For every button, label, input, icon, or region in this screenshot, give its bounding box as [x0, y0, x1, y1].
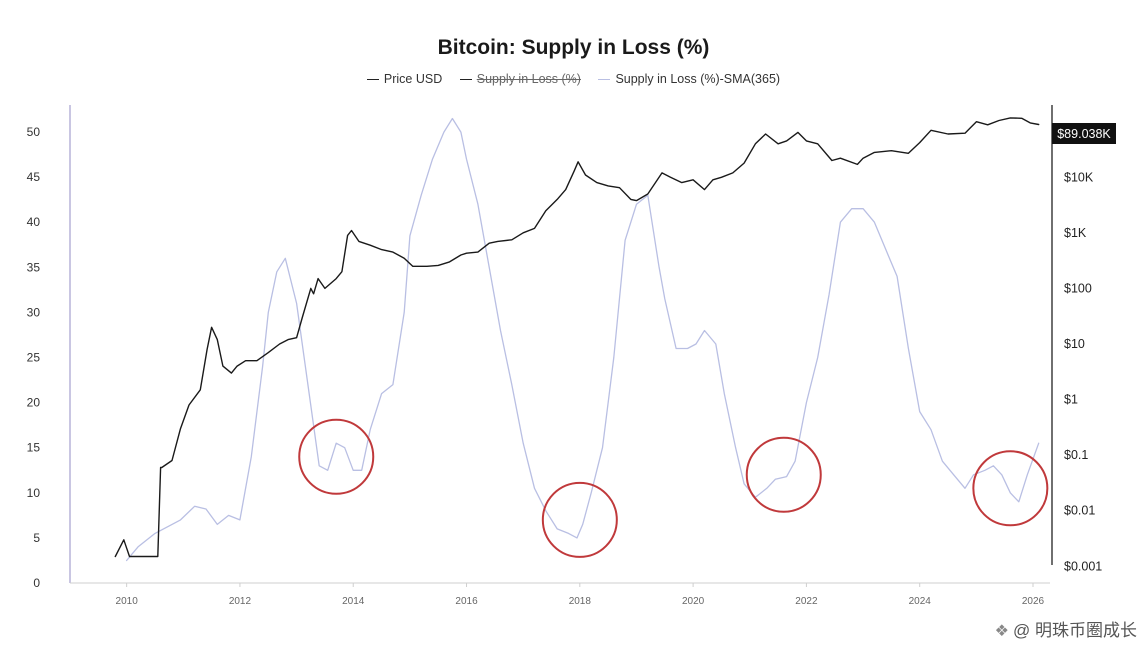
chart-title: Bitcoin: Supply in Loss (%) [437, 36, 710, 59]
annotation-circle [541, 481, 618, 558]
x-tick-label: 2012 [229, 596, 252, 607]
y-left-tick-label: 5 [33, 531, 40, 545]
y-left-tick-label: 20 [27, 396, 41, 410]
y-left-tick-label: 10 [27, 486, 41, 500]
legend: Price USD Supply in Loss (%) Supply in L… [0, 72, 1147, 86]
legend-swatch-supply-in-loss [459, 79, 472, 81]
x-tick-label: 2016 [455, 596, 478, 607]
supply-in-loss-sma-line [125, 117, 1040, 562]
x-tick-label: 2024 [909, 596, 932, 607]
legend-item-price[interactable]: Price USD [366, 72, 443, 86]
legend-item-supply-in-loss[interactable]: Supply in Loss (%) [459, 72, 581, 86]
y-left-tick-label: 50 [27, 125, 41, 139]
legend-item-sma[interactable]: Supply in Loss (%)-SMA(365) [598, 72, 780, 86]
y-axis-left-labels: 0 5 10 15 20 25 30 35 40 45 50 [27, 125, 41, 590]
x-tick-label: 2018 [569, 596, 592, 607]
price-badge-text: $89.038K [1057, 127, 1111, 141]
y-left-tick-label: 0 [33, 576, 40, 590]
watermark-text: @ 明珠币圈成长 [1013, 621, 1137, 640]
legend-label-supply-in-loss: Supply in Loss (%) [476, 72, 581, 86]
y-right-tick-label: $10K [1064, 170, 1094, 184]
annotation-circle [298, 418, 375, 495]
y-left-tick-label: 45 [27, 170, 41, 184]
x-tick-label: 2022 [795, 596, 818, 607]
y-right-tick-label: $1 [1064, 393, 1078, 407]
watermark: ❖ @ 明珠币圈成长 [995, 616, 1137, 641]
legend-label-sma: Supply in Loss (%)-SMA(365) [615, 72, 781, 86]
y-left-tick-label: 15 [27, 441, 41, 455]
legend-swatch-sma [598, 79, 611, 81]
y-right-tick-label: $0.01 [1064, 504, 1095, 518]
annotation-circle [745, 436, 822, 513]
x-axis-labels: 2010 2012 2014 2016 2018 2020 2022 2024 2026 [116, 583, 1045, 607]
annotation-layer [298, 418, 1049, 558]
y-axis-right-labels: $10K $1K $100 $10 $1 $0.1 $0.01 $0.001 [1064, 170, 1102, 573]
x-tick-label: 2010 [116, 596, 139, 607]
annotation-circle [972, 450, 1049, 527]
legend-swatch-price [366, 79, 379, 81]
y-left-tick-label: 40 [27, 215, 41, 229]
price-usd-line [114, 117, 1040, 558]
y-left-tick-label: 35 [27, 260, 41, 274]
legend-label-price: Price USD [383, 72, 443, 86]
y-right-tick-label: $1K [1064, 226, 1087, 240]
y-left-tick-label: 25 [27, 351, 41, 365]
y-right-tick-label: $0.1 [1064, 448, 1088, 462]
x-tick-label: 2020 [682, 596, 705, 607]
y-left-tick-label: 30 [27, 305, 41, 319]
y-right-tick-label: $10 [1064, 337, 1085, 351]
brand-logo-icon: ❖ [994, 623, 1010, 640]
price-badge: $89.038K [1052, 123, 1116, 144]
x-tick-label: 2014 [342, 596, 365, 607]
x-tick-label: 2026 [1022, 596, 1045, 607]
y-right-tick-label: $100 [1064, 281, 1092, 295]
y-right-tick-label: $0.001 [1064, 559, 1102, 573]
series-layer [114, 117, 1040, 562]
